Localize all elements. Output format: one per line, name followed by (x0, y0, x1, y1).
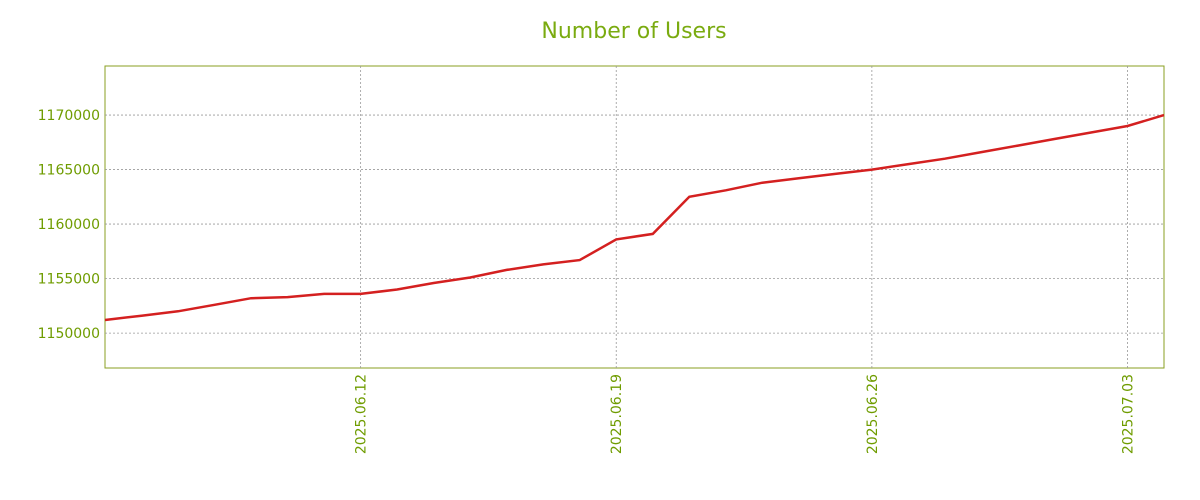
data-line (104, 113, 1165, 322)
x-tick-label: 2025.06.26 (865, 374, 881, 454)
plot-frame (104, 65, 1165, 369)
y-tick-label: 1160000 (38, 217, 100, 233)
chart-title: Number of Users (541, 19, 726, 44)
y-tick-label: 1150000 (38, 326, 100, 342)
y-tick-label: 1165000 (38, 163, 100, 179)
y-tick-label: 1170000 (38, 108, 100, 124)
x-tick-label: 2025.06.19 (609, 374, 625, 454)
y-tick-label: 1155000 (38, 272, 100, 288)
x-tick-label: 2025.07.03 (1120, 374, 1136, 454)
x-tick-label: 2025.06.12 (354, 374, 370, 454)
